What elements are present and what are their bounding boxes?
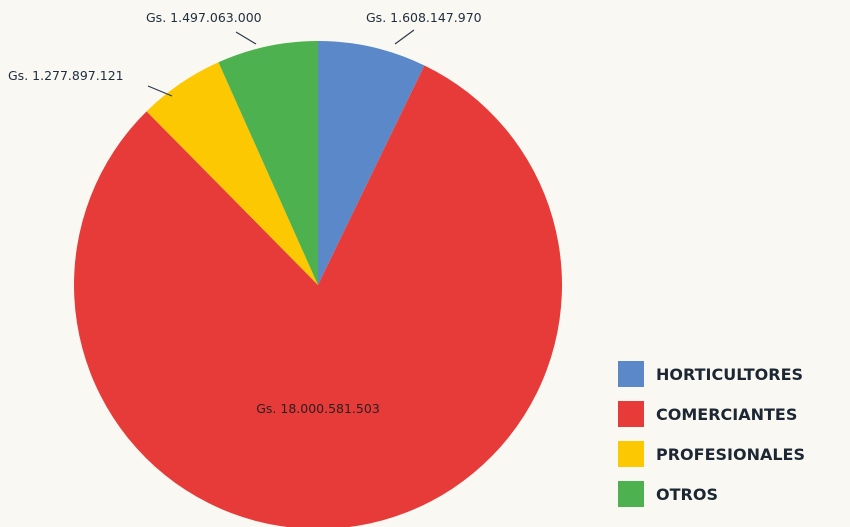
leader-lines (147, 29, 415, 97)
legend-label-comerciantes: COMERCIANTES (656, 404, 798, 424)
pie-slice-profesionales[interactable] (146, 62, 318, 286)
legend-label-profesionales: PROFESIONALES (656, 444, 806, 464)
legend-swatch-horticultores (618, 361, 644, 387)
slice-label-horticultores: Gs. 1.608.147.970 (366, 10, 482, 25)
slice-labels: Gs. 1.608.147.970 Gs. 18.000.581.503 Gs. 1… (8, 10, 482, 416)
slice-label-profesionales: Gs. 1.277.897.121 (8, 68, 124, 83)
pie-slice-comerciantes[interactable] (74, 65, 563, 527)
pie-slice-otros[interactable] (218, 41, 318, 285)
leader-line-otros (235, 31, 257, 45)
legend-label-otros: OTROS (656, 484, 718, 504)
slice-label-otros: Gs. 1.497.063.000 (146, 10, 262, 25)
legend: HORTICULTORES COMERCIANTES PROFESIONALES… (618, 354, 805, 514)
legend-label-horticultores: HORTICULTORES (656, 364, 804, 384)
pie-slices (74, 40, 563, 527)
leader-line-horticultores (394, 29, 415, 45)
leader-line-profesionales (147, 85, 173, 97)
legend-item-otros[interactable]: OTROS (618, 474, 805, 514)
legend-item-horticultores[interactable]: HORTICULTORES (618, 354, 805, 394)
slice-label-comerciantes: Gs. 18.000.581.503 (256, 401, 380, 416)
legend-swatch-profesionales (618, 441, 644, 467)
pie-slice-horticultores[interactable] (318, 40, 425, 285)
legend-item-profesionales[interactable]: PROFESIONALES (618, 434, 805, 474)
legend-swatch-otros (618, 481, 644, 507)
legend-swatch-comerciantes (618, 401, 644, 427)
legend-item-comerciantes[interactable]: COMERCIANTES (618, 394, 805, 434)
